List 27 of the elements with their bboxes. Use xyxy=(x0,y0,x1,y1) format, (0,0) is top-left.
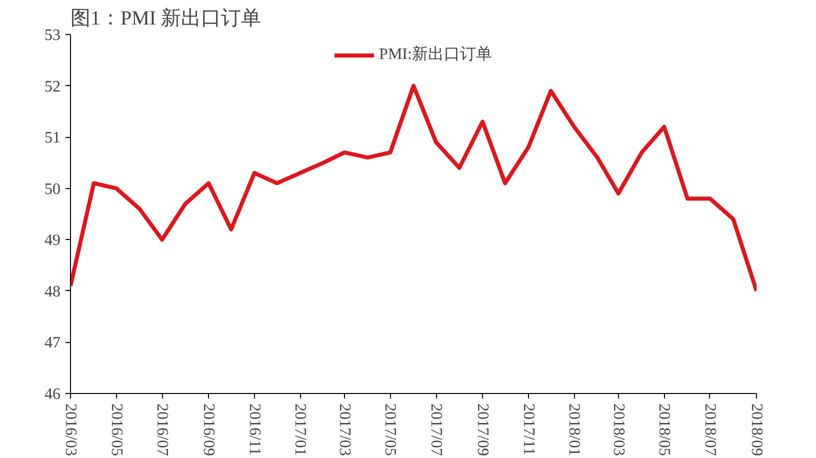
x-tick-label: 2017/03 xyxy=(336,404,353,456)
x-tick-label: 2017/01 xyxy=(292,404,309,456)
x-tick-label: 2017/05 xyxy=(382,404,399,456)
y-tick-label: 52 xyxy=(44,78,60,96)
legend-label: PMI:新出口订单 xyxy=(379,44,492,65)
x-tick-label: 2018/05 xyxy=(656,404,673,456)
x-tick-label: 2018/09 xyxy=(748,404,765,456)
y-tick-label: 48 xyxy=(44,283,60,300)
x-tick-label: 2017/09 xyxy=(474,404,492,456)
y-tick-label: 51 xyxy=(44,130,60,147)
y-tick-label: 49 xyxy=(44,232,60,250)
x-tick-label: 2018/03 xyxy=(610,404,627,456)
y-tick-label: 53 xyxy=(44,27,60,44)
x-tick-label: 2016/05 xyxy=(108,404,125,456)
x-tick-label: 2018/07 xyxy=(701,404,718,456)
x-tick-label: 2017/11 xyxy=(520,404,537,456)
x-tick-label: 2018/01 xyxy=(566,404,583,456)
chart-title: 图1：PMI 新出口订单 xyxy=(70,8,262,30)
x-tick-label: 2016/09 xyxy=(200,404,218,456)
y-tick-label: 46 xyxy=(44,386,60,403)
x-tick-label: 2016/03 xyxy=(62,404,79,456)
x-tick-label: 2016/07 xyxy=(154,404,171,456)
x-tick-label: 2016/11 xyxy=(246,404,263,456)
y-tick-label: 47 xyxy=(44,334,60,352)
x-tick-label: 2017/07 xyxy=(428,404,445,456)
line-series xyxy=(70,84,756,293)
y-tick-label: 50 xyxy=(44,180,60,198)
